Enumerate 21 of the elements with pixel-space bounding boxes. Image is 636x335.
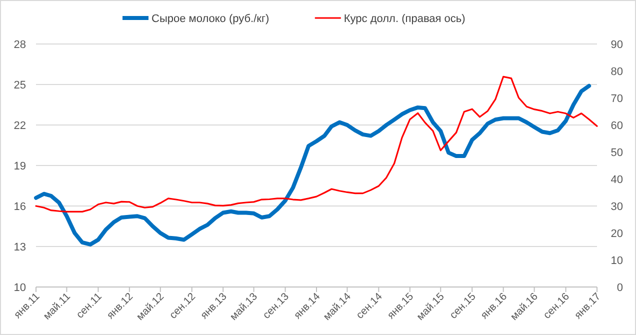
y-tick-label: 25 [14, 80, 26, 92]
y-tick-label: 16 [14, 201, 26, 213]
y-tick-label: 13 [14, 242, 26, 254]
y2-tick-label: 10 [610, 255, 623, 267]
y2-tick-label: 70 [610, 93, 623, 105]
y-tick-label: 22 [14, 120, 26, 132]
y2-tick-label: 0 [616, 282, 623, 294]
line-series [34, 84, 592, 246]
y2-tick-label: 90 [610, 39, 623, 51]
y2-tick-label: 40 [610, 174, 623, 186]
y2-tick-label: 20 [610, 228, 623, 240]
legend-label: Сырое молоко (руб./кг) [152, 13, 270, 25]
legend-label: Курс долл. (правая ось) [344, 13, 466, 25]
y-tick-label: 19 [14, 160, 26, 172]
y2-tick-label: 50 [610, 147, 623, 159]
y2-tick-label: 60 [610, 120, 623, 132]
y-tick-label: 10 [14, 282, 26, 294]
y-tick-label: 28 [14, 39, 26, 51]
y2-tick-label: 80 [610, 66, 623, 78]
line-series [35, 76, 598, 212]
y2-tick-label: 30 [610, 201, 623, 213]
